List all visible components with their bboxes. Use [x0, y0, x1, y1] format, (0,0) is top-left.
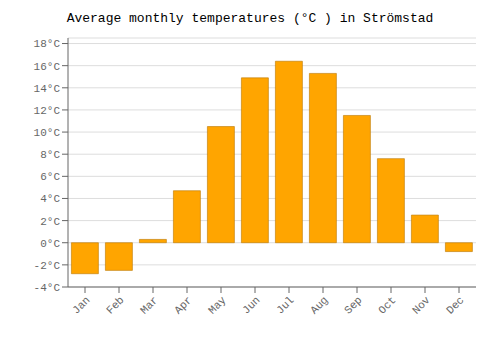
svg-text:-4°C: -4°C [34, 282, 61, 294]
svg-text:-2°C: -2°C [34, 260, 61, 272]
svg-text:Nov: Nov [410, 294, 433, 317]
svg-text:Mar: Mar [138, 294, 160, 316]
svg-text:4°C: 4°C [40, 193, 60, 205]
svg-text:Apr: Apr [172, 294, 194, 316]
svg-text:May: May [206, 294, 229, 317]
svg-text:Jul: Jul [274, 294, 296, 316]
svg-text:Sep: Sep [342, 294, 364, 316]
svg-text:Feb: Feb [104, 294, 126, 316]
html-text:Average monthly temperatures (: Average monthly temperatures (°C ) in St… [66, 11, 434, 26]
svg-text:12°C: 12°C [34, 105, 61, 117]
svg-text:Jun: Jun [240, 294, 262, 316]
svg-text:Aug: Aug [308, 294, 330, 316]
svg-text:14°C: 14°C [34, 83, 61, 95]
svg-text:16°C: 16°C [34, 61, 61, 73]
svg-text:2°C: 2°C [40, 216, 60, 228]
svg-text:10°C: 10°C [34, 127, 61, 139]
svg-text:Oct: Oct [376, 294, 398, 316]
svg-text:8°C: 8°C [40, 149, 60, 161]
svg-text:0°C: 0°C [40, 238, 60, 250]
svg-text:Dec: Dec [444, 294, 466, 316]
svg-text:18°C: 18°C [34, 38, 61, 50]
svg-text:6°C: 6°C [40, 171, 60, 183]
svg-text:Jan: Jan [70, 294, 92, 316]
